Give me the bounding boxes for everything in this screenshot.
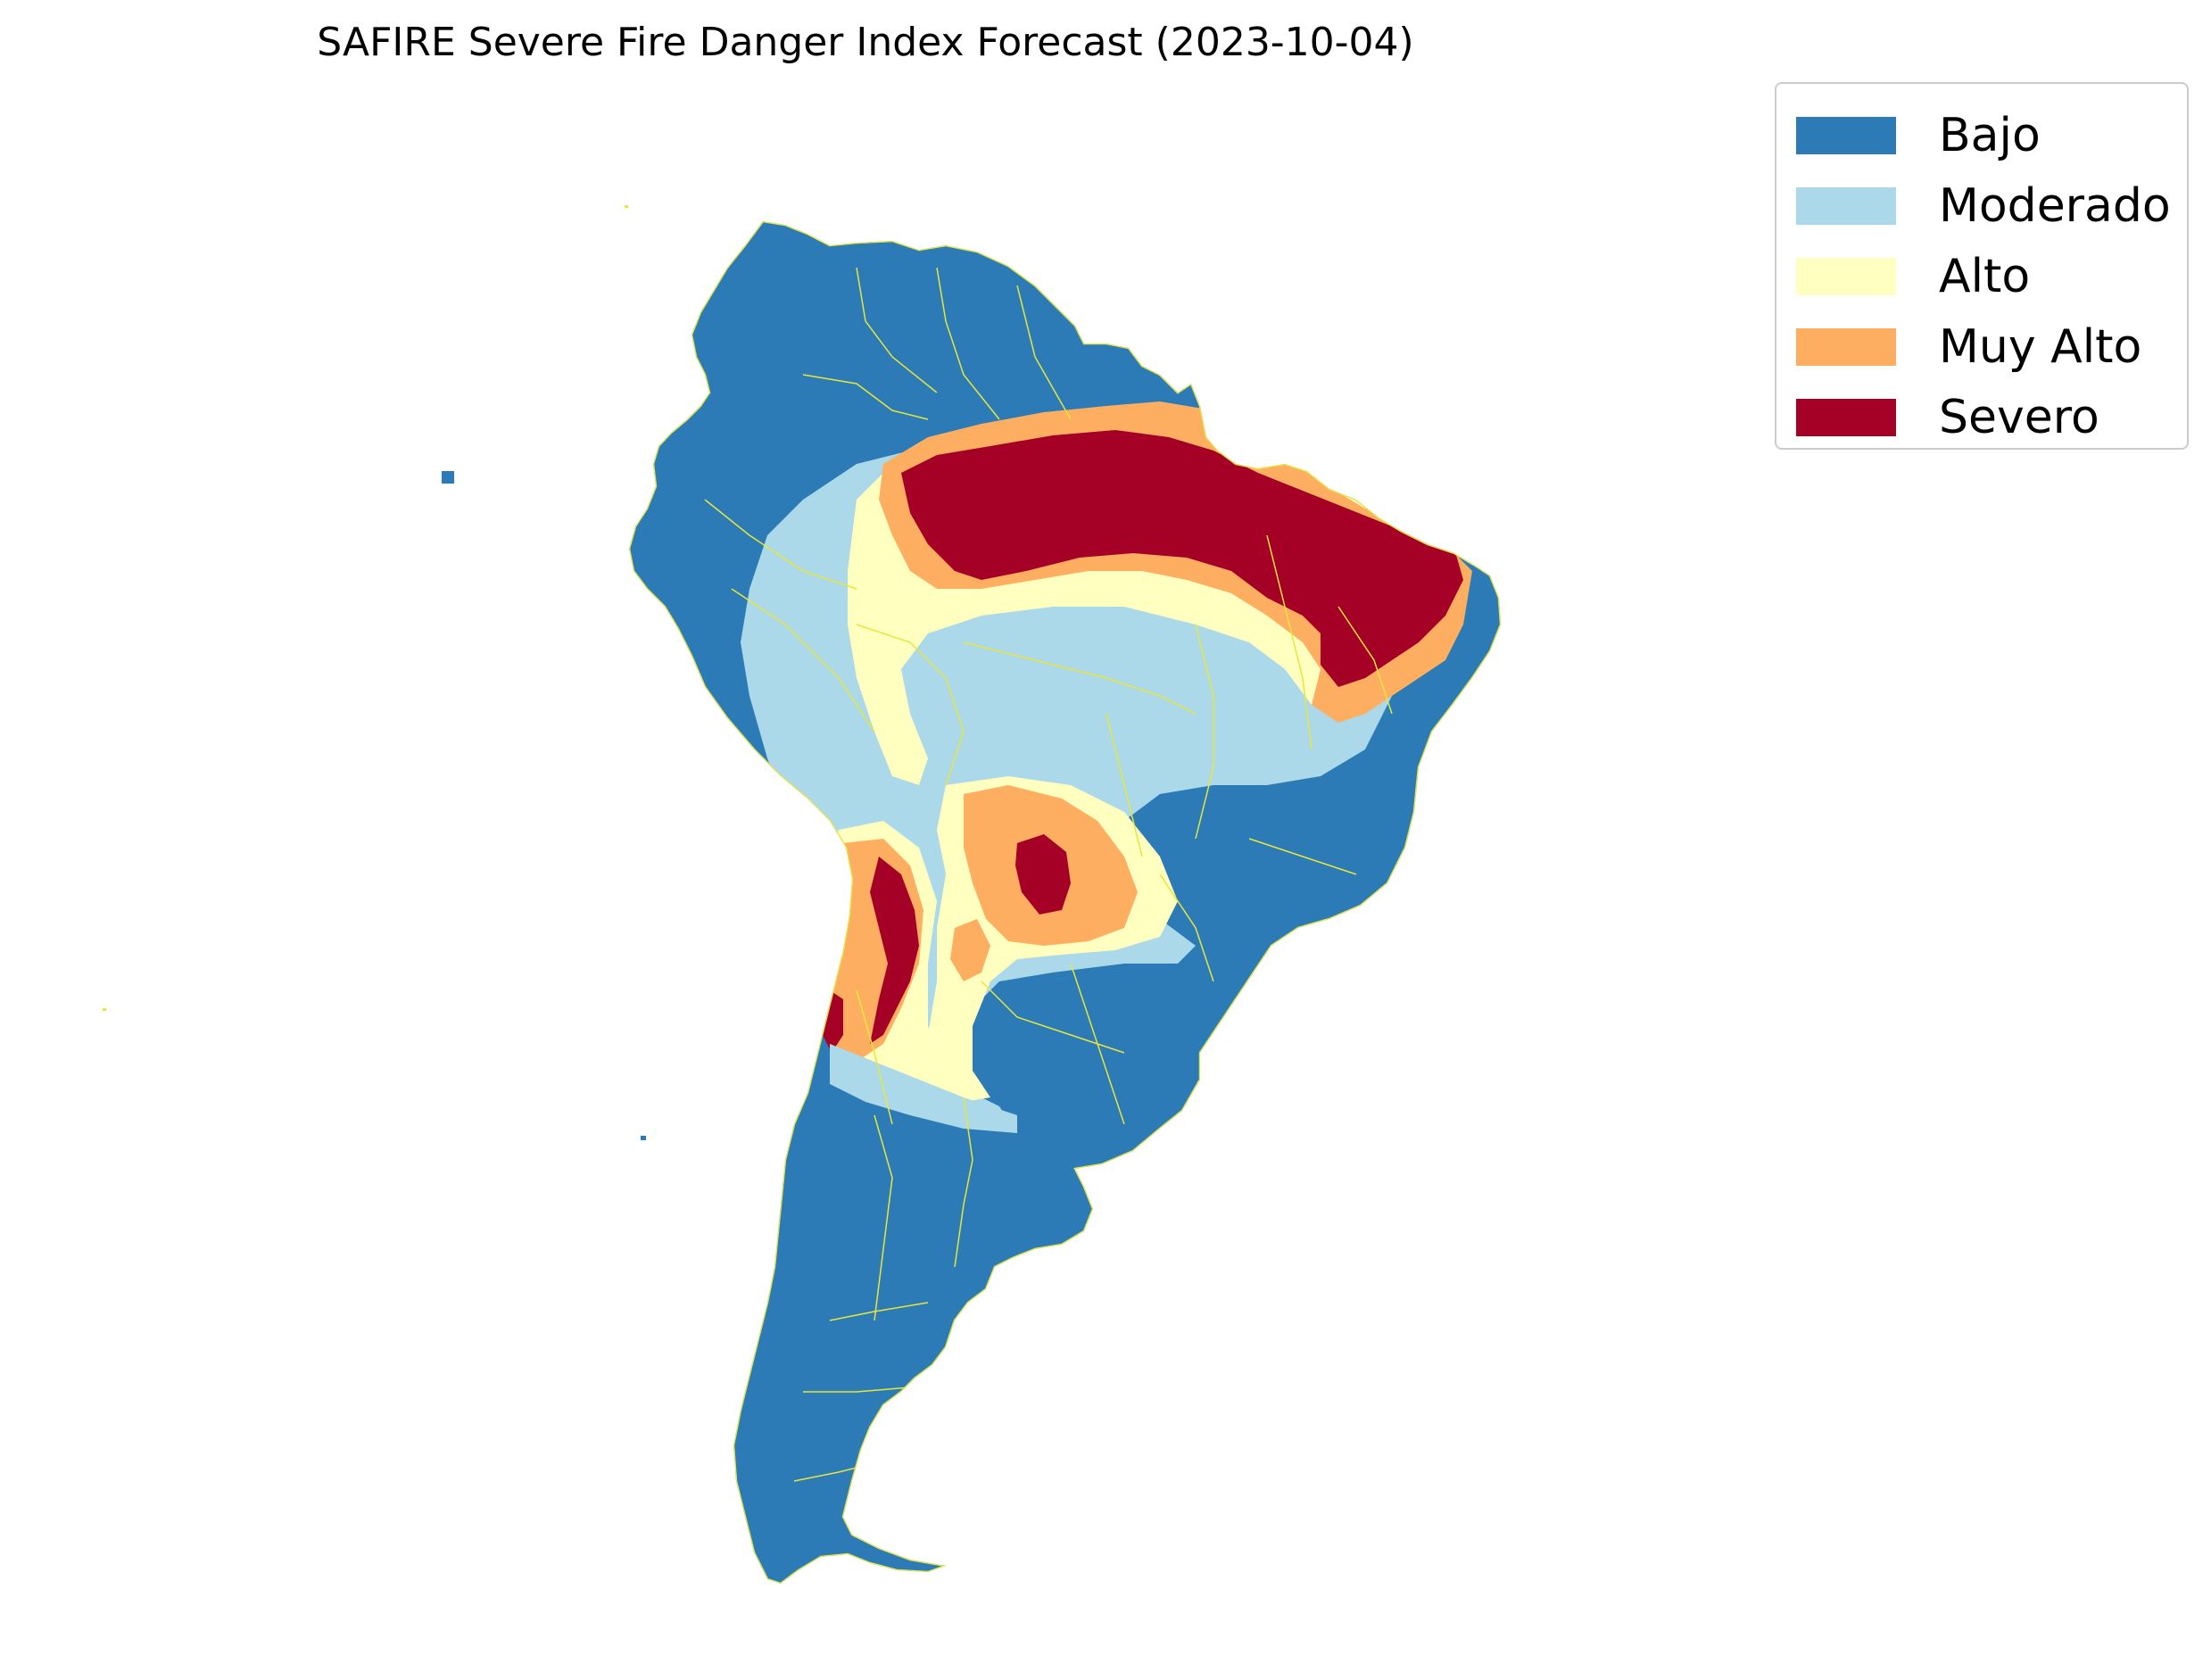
legend-item-alto: Alto (1794, 241, 2187, 311)
legend-swatch-alto (1796, 257, 1896, 295)
legend-item-muy-alto: Muy Alto (1794, 311, 2187, 382)
zone-severo-chaco (1015, 834, 1071, 914)
legend-label-moderado: Moderado (1939, 178, 2171, 233)
legend-label-bajo: Bajo (1939, 108, 2041, 162)
zone-severo-north (901, 430, 1463, 687)
legend-item-severo: Severo (1794, 382, 2187, 452)
legend: Bajo Moderado Alto Muy Alto Severo (1775, 82, 2189, 450)
island-small-1 (641, 1136, 646, 1140)
zone-moderado-south (830, 1044, 1017, 1133)
admin-borders (629, 221, 1501, 1584)
map-title: SAFIRE Severe Fire Danger Index Forecast… (317, 20, 1414, 65)
legend-swatch-severo (1796, 398, 1896, 436)
legend-label-muy-alto: Muy Alto (1939, 319, 2142, 374)
legend-label-alto: Alto (1939, 249, 2031, 303)
zone-severo-andes (870, 857, 919, 1044)
legend-swatch-moderado (1796, 186, 1896, 225)
legend-swatch-bajo (1796, 116, 1896, 154)
island-small-2 (103, 1008, 106, 1011)
legend-swatch-muy-alto (1796, 327, 1896, 366)
legend-item-bajo: Bajo (1794, 100, 2187, 170)
island-small-3 (625, 205, 628, 208)
zone-muy-alto-salta (950, 919, 990, 981)
legend-label-severo: Severo (1939, 390, 2099, 444)
legend-item-moderado: Moderado (1794, 170, 2187, 241)
fire-danger-map (103, 205, 1501, 1584)
island-galapagos (442, 471, 454, 484)
